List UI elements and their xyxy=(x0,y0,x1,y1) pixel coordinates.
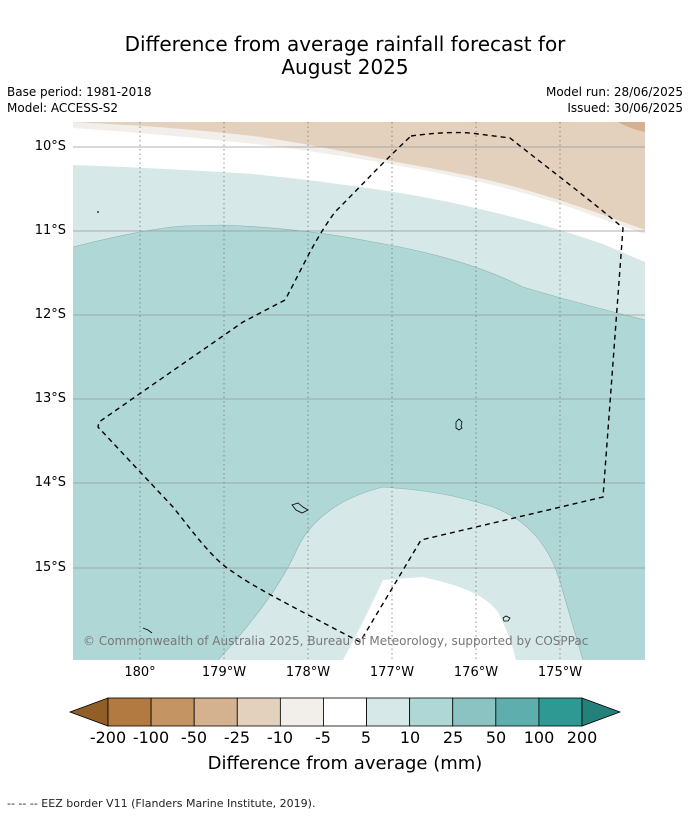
colorbar-cell xyxy=(279,697,324,727)
lat-label: 14°S xyxy=(34,475,66,490)
colorbar-tick-label: 25 xyxy=(442,728,464,747)
colorbar-tick-label: 5 xyxy=(360,728,372,747)
region-minus10-minus25 xyxy=(73,122,645,230)
lat-label: 15°S xyxy=(34,560,66,575)
colorbar-tick-label: 100 xyxy=(523,728,555,747)
island-outline xyxy=(502,615,511,622)
rainfall-map: © Commonwealth of Australia 2025, Bureau… xyxy=(73,122,645,660)
eez-border xyxy=(97,131,624,643)
colorbar-arrow-low xyxy=(68,697,109,727)
lon-label: 178°W xyxy=(285,665,331,680)
island-outline xyxy=(455,418,463,431)
lat-label: 12°S xyxy=(34,307,66,322)
lat-label: 10°S xyxy=(34,139,66,154)
island-outline xyxy=(142,627,153,634)
colorbar-cell xyxy=(366,697,411,727)
lat-label: 13°S xyxy=(34,391,66,406)
colorbar-tick-label: 10 xyxy=(399,728,421,747)
colorbar-tick-label: 200 xyxy=(566,728,598,747)
colorbar-cell xyxy=(236,697,281,727)
colorbar-title: Difference from average (mm) xyxy=(207,753,483,774)
colorbar-cell xyxy=(150,697,195,727)
latitude-grid xyxy=(73,146,645,569)
map-title-line1: Difference from average rainfall forecas… xyxy=(124,32,566,56)
colorbar-cell xyxy=(409,697,454,727)
colorbar-tick-label: -25 xyxy=(223,728,251,747)
contour-lines xyxy=(73,224,645,660)
colorbar-cell xyxy=(452,697,497,727)
colorbar-cell xyxy=(495,697,540,727)
colorbar-tick-label: -5 xyxy=(315,728,331,747)
lat-label: 11°S xyxy=(34,223,66,238)
lon-label: 175°W xyxy=(537,665,583,680)
model-run: Model run: 28/06/2025 xyxy=(545,85,683,99)
map-canvas xyxy=(73,122,645,660)
colorbar-tick-label: 50 xyxy=(485,728,507,747)
island-outline xyxy=(291,502,309,514)
lon-label: 177°W xyxy=(369,665,415,680)
colorbar-cell xyxy=(107,697,152,727)
colorbar-cell xyxy=(193,697,238,727)
colorbar-tick-label: -100 xyxy=(132,728,170,747)
colorbar-tick-label: -50 xyxy=(180,728,208,747)
lon-label: 179°W xyxy=(201,665,247,680)
lon-label: 176°W xyxy=(453,665,499,680)
region-minus25-minus50 xyxy=(618,122,645,132)
colorbar-cell xyxy=(538,697,583,727)
colorbar-cell xyxy=(323,697,367,727)
island-dot xyxy=(97,211,99,213)
colorbar-tick-label: -200 xyxy=(89,728,127,747)
copyright-notice: © Commonwealth of Australia 2025, Bureau… xyxy=(83,634,589,648)
model-name: Model: ACCESS-S2 xyxy=(7,101,119,115)
colorbar-tick-label: -10 xyxy=(266,728,294,747)
colorbar xyxy=(68,697,622,727)
map-title-line2: August 2025 xyxy=(281,55,409,79)
eez-footnote: -- -- -- EEZ border V11 (Flanders Marine… xyxy=(7,797,316,810)
issued-date: Issued: 30/06/2025 xyxy=(567,101,683,115)
colorbar-arrow-high xyxy=(581,697,622,727)
base-period: Base period: 1981-2018 xyxy=(7,85,152,99)
lon-label: 180° xyxy=(124,665,156,680)
